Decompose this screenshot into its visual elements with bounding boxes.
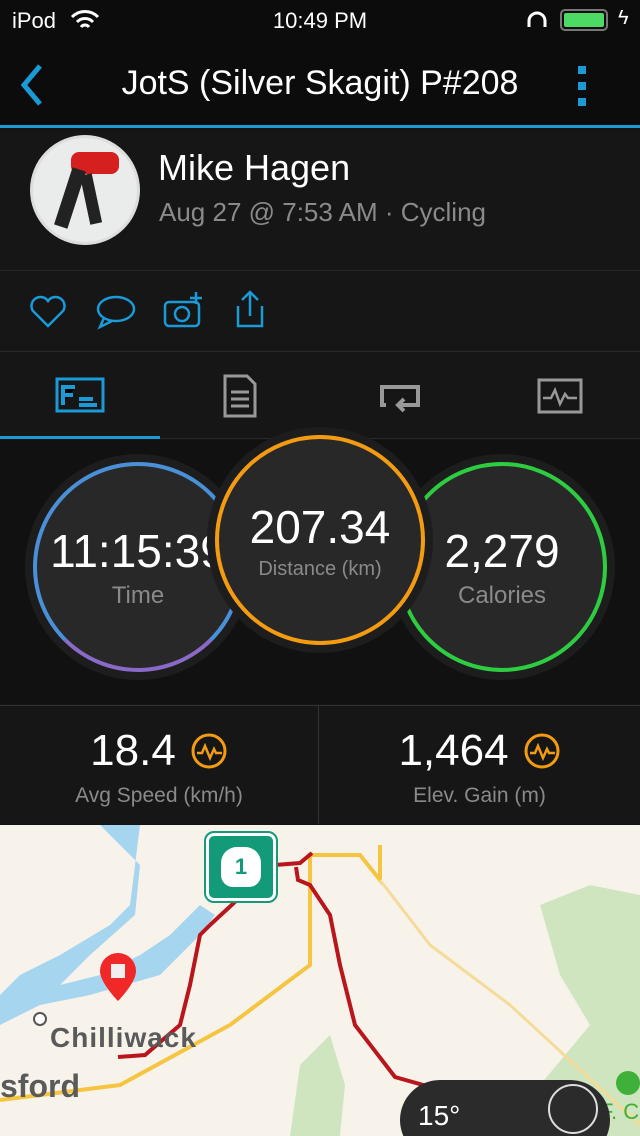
park-area <box>520 885 640 1136</box>
time-ring: 11:15:39 Time <box>33 462 243 672</box>
weather-badge[interactable]: 15° <box>400 1080 610 1136</box>
highway <box>0 845 382 1102</box>
charts-icon <box>537 378 583 414</box>
distance-label: Distance (km) <box>258 557 382 580</box>
action-bar <box>0 272 640 352</box>
elev-gain-label: Elev. Gain (m) <box>413 784 546 807</box>
avg-speed-value: 18.4 <box>90 726 176 775</box>
avg-speed-label: Avg Speed (km/h) <box>75 784 243 807</box>
battery-icon <box>560 9 608 31</box>
laps-icon <box>380 385 420 413</box>
like-button[interactable] <box>28 294 68 330</box>
add-photo-button[interactable] <box>162 290 206 330</box>
overview-icon <box>55 377 105 412</box>
pulse-icon <box>191 733 227 769</box>
tab-overview[interactable] <box>0 353 160 439</box>
distance-value: 207.34 <box>249 500 391 553</box>
metrics-row: 18.4 Avg Speed (km/h) 1,464 Elev. Gain (… <box>0 705 640 824</box>
park-area <box>290 1035 345 1136</box>
activity-subtitle: Aug 27 @ 7:53 AM · Cycling <box>159 197 486 227</box>
compass-icon[interactable] <box>548 1084 598 1134</box>
time-value: 11:15:39 <box>50 525 226 577</box>
map-label-chilliwack: Chilliwack <box>50 1022 197 1053</box>
highway-number: 1 <box>221 847 261 887</box>
device-name: iPod <box>12 8 57 33</box>
elev-gain-value: 1,464 <box>398 726 509 775</box>
more-menu-icon[interactable] <box>574 64 590 108</box>
calories-ring: 2,279 Calories <box>397 462 607 672</box>
calories-label: Calories <box>457 582 547 609</box>
highway-shield: 1 <box>204 831 278 903</box>
avatar[interactable] <box>30 135 140 245</box>
athlete-name[interactable]: Mike Hagen <box>158 147 351 188</box>
park-icon <box>616 1071 640 1095</box>
charging-icon: ϟ <box>618 7 629 29</box>
tab-charts[interactable] <box>480 353 640 439</box>
status-bar: iPod 10:49 PM ϟ <box>0 0 640 40</box>
time-label: Time <box>111 582 165 609</box>
headphones-icon <box>527 11 547 27</box>
page-title: JotS (Silver Skagit) P#208 <box>121 64 519 102</box>
calories-value: 2,279 <box>444 525 560 577</box>
tab-laps[interactable] <box>320 353 480 439</box>
wifi-icon <box>70 10 100 29</box>
back-button[interactable] <box>16 62 46 108</box>
road <box>378 879 640 1127</box>
comment-button[interactable] <box>94 294 138 330</box>
nav-bar: JotS (Silver Skagit) P#208 <box>0 40 640 128</box>
profile-header: Mike Hagen Aug 27 @ 7:53 AM · Cycling <box>0 131 640 271</box>
map-layer <box>0 825 640 1136</box>
city-dot <box>33 1012 47 1026</box>
map-label-abbotsford: sford <box>0 1068 80 1104</box>
pulse-icon <box>524 733 560 769</box>
distance-ring: 207.34 Distance (km) <box>215 435 425 645</box>
route-line <box>117 851 494 1136</box>
route-map[interactable]: 1 Chilliwack sford F. C 15° <box>0 825 640 1136</box>
elev-gain-metric[interactable]: 1,464 Elev. Gain (m) <box>320 706 639 824</box>
details-icon <box>223 374 257 418</box>
tab-bar <box>0 353 640 439</box>
clock: 10:49 PM <box>272 8 368 33</box>
temperature: 15° <box>418 1100 461 1131</box>
share-button[interactable] <box>232 288 268 330</box>
tab-details[interactable] <box>160 353 320 439</box>
summary-stats: 11:15:39 Time 2,279 Calories 207.34 Dist… <box>0 435 640 704</box>
avg-speed-metric[interactable]: 18.4 Avg Speed (km/h) <box>0 706 319 824</box>
river <box>0 825 215 1025</box>
